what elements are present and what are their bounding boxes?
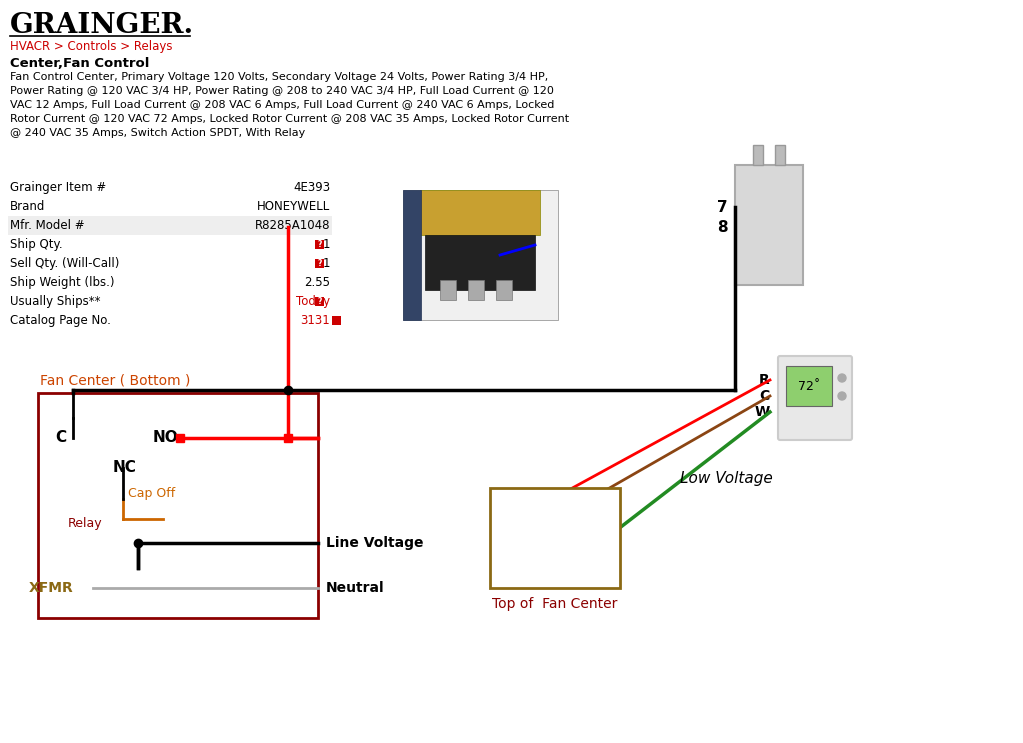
FancyBboxPatch shape xyxy=(779,356,852,440)
Text: Center,Fan Control: Center,Fan Control xyxy=(10,57,149,70)
Text: Usually Ships**: Usually Ships** xyxy=(10,295,100,308)
Bar xyxy=(496,280,512,300)
Text: 72˚: 72˚ xyxy=(798,380,820,392)
Bar xyxy=(160,514,168,524)
Text: R8285A1048: R8285A1048 xyxy=(255,219,330,232)
Text: 3131: 3131 xyxy=(300,314,330,327)
Text: 8: 8 xyxy=(717,219,727,235)
Text: 7: 7 xyxy=(717,200,727,215)
Text: Power Rating @ 120 VAC 3/4 HP, Power Rating @ 208 to 240 VAC 3/4 HP, Full Load C: Power Rating @ 120 VAC 3/4 HP, Power Rat… xyxy=(10,86,553,96)
Text: Top of  Fan Center: Top of Fan Center xyxy=(492,597,618,611)
Text: R: R xyxy=(512,513,524,528)
Bar xyxy=(403,190,558,320)
Text: Catalog Page No.: Catalog Page No. xyxy=(10,314,110,327)
Text: 4E393: 4E393 xyxy=(293,181,330,194)
Bar xyxy=(403,190,421,320)
Text: Fan Control Center, Primary Voltage 120 Volts, Secondary Voltage 24 Volts, Power: Fan Control Center, Primary Voltage 120 … xyxy=(10,72,548,82)
Text: NC: NC xyxy=(113,461,137,476)
Text: 1: 1 xyxy=(322,238,330,251)
Text: C: C xyxy=(55,430,66,446)
Bar xyxy=(775,145,785,165)
Text: Ship Qty.: Ship Qty. xyxy=(10,238,62,251)
Text: Relay: Relay xyxy=(68,516,102,530)
Text: 2.55: 2.55 xyxy=(304,276,330,289)
Text: HVACR > Controls > Relays: HVACR > Controls > Relays xyxy=(10,40,173,53)
Text: GRAINGER.: GRAINGER. xyxy=(10,12,194,39)
Text: @ 240 VAC 35 Amps, Switch Action SPDT, With Relay: @ 240 VAC 35 Amps, Switch Action SPDT, W… xyxy=(10,128,305,138)
Text: XFMR: XFMR xyxy=(29,581,73,595)
Text: R: R xyxy=(759,373,770,387)
Text: Rotor Current @ 120 VAC 72 Amps, Locked Rotor Current @ 208 VAC 35 Amps, Locked : Rotor Current @ 120 VAC 72 Amps, Locked … xyxy=(10,114,569,124)
Text: Ship Weight (lbs.): Ship Weight (lbs.) xyxy=(10,276,115,289)
Bar xyxy=(420,190,540,235)
Bar xyxy=(8,216,332,235)
Bar xyxy=(490,488,620,588)
Bar xyxy=(440,280,456,300)
Text: Grainger Item #: Grainger Item # xyxy=(10,181,106,194)
Text: HONEYWELL: HONEYWELL xyxy=(257,200,330,213)
Text: Mfr. Model #: Mfr. Model # xyxy=(10,219,85,232)
Bar xyxy=(315,239,324,248)
Circle shape xyxy=(838,374,846,382)
Text: VAC 12 Amps, Full Load Current @ 208 VAC 6 Amps, Full Load Current @ 240 VAC 6 A: VAC 12 Amps, Full Load Current @ 208 VAC… xyxy=(10,100,554,110)
Text: W: W xyxy=(512,553,529,568)
Text: Low Voltage: Low Voltage xyxy=(680,470,772,485)
Bar xyxy=(735,165,803,285)
Text: Cap Off: Cap Off xyxy=(128,487,175,499)
Text: NO: NO xyxy=(153,430,179,446)
Text: Line Voltage: Line Voltage xyxy=(326,536,424,550)
Bar xyxy=(38,393,318,618)
Text: G: G xyxy=(545,553,558,568)
Bar xyxy=(753,145,763,165)
Text: ?: ? xyxy=(317,240,321,249)
Text: Today: Today xyxy=(296,295,330,308)
Bar xyxy=(786,366,832,406)
Text: W: W xyxy=(755,405,770,419)
Text: Y: Y xyxy=(578,553,589,568)
Bar xyxy=(315,259,324,267)
Bar xyxy=(332,316,341,325)
Text: ?: ? xyxy=(317,259,321,268)
Text: Fan Center ( Bottom ): Fan Center ( Bottom ) xyxy=(40,374,190,388)
Text: C: C xyxy=(760,389,770,403)
Text: ?: ? xyxy=(317,297,321,306)
Text: C: C xyxy=(552,513,563,528)
Bar xyxy=(468,280,484,300)
Text: Sell Qty. (Will-Call): Sell Qty. (Will-Call) xyxy=(10,257,120,270)
Bar xyxy=(425,235,535,290)
Text: Neutral: Neutral xyxy=(326,581,385,595)
Circle shape xyxy=(838,392,846,400)
Text: 1: 1 xyxy=(322,257,330,270)
Bar xyxy=(315,296,324,305)
Text: Brand: Brand xyxy=(10,200,45,213)
